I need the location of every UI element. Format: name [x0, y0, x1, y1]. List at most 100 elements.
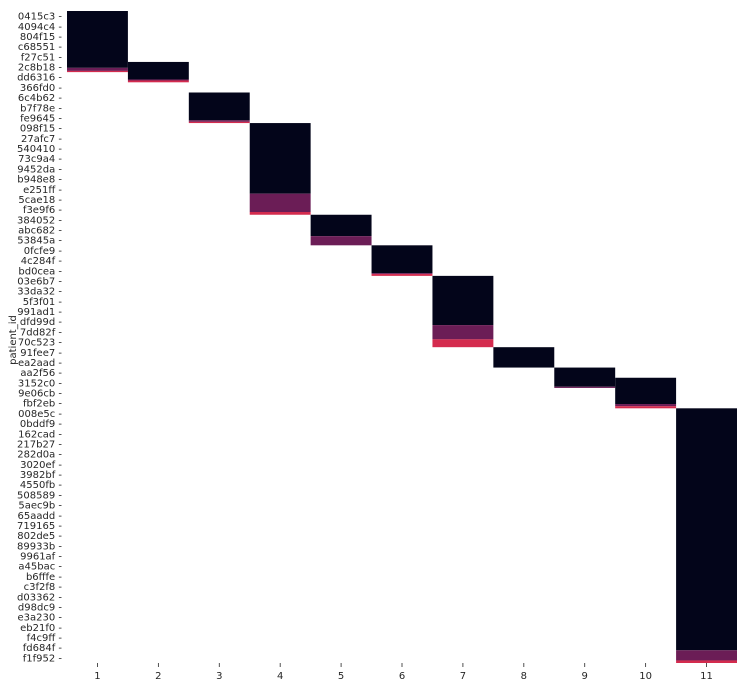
y-tick-label: eb21f0 -: [20, 623, 62, 634]
heatmap-cell-1-mid: [67, 67, 128, 71]
y-tick-label: b6fffe -: [26, 572, 62, 583]
y-tick-label: aa2f56 -: [20, 368, 62, 379]
y-tick-label: 5f3f01 -: [23, 297, 63, 308]
y-tick-label: 91fee7 -: [20, 348, 62, 359]
y-tick-label: 7dd82f -: [20, 327, 62, 338]
y-tick-label: 282d0a -: [17, 450, 62, 461]
y-tick-label: ea2aad -: [18, 358, 62, 369]
x-tick-label: 2: [155, 671, 161, 682]
y-tick-label: 65aadd -: [18, 511, 63, 522]
y-tick-label: 5cae18 -: [18, 195, 62, 206]
y-tick-label: 4094c4 -: [18, 22, 62, 33]
x-tick-label: 8: [521, 671, 527, 682]
heatmap-cell-4-dark: [249, 123, 311, 194]
x-tick-label: 5: [338, 671, 344, 682]
y-tick-label: 804f15 -: [20, 32, 63, 43]
y-tick-label: 0fcfe9 -: [24, 246, 63, 257]
y-tick-label: b7f78e -: [20, 103, 62, 114]
y-tick-label: 540410 -: [17, 144, 62, 155]
heatmap-cell-1-high: [67, 70, 128, 73]
y-tick-label: 008e5c -: [18, 409, 62, 420]
y-tick-label: 9961af -: [20, 552, 62, 563]
heatmap-cell-10-mid: [615, 404, 677, 407]
heatmap-cell-2-mid: [127, 79, 189, 81]
y-tick-label: fd684f -: [23, 643, 63, 654]
y-tick-label: bd0cea -: [18, 266, 62, 277]
heatmap-cell-9-dark: [554, 367, 616, 387]
heatmap-cell-11-dark: [676, 408, 737, 651]
heatmap-cell-9-mid: [554, 386, 616, 388]
y-tick-label: 991ad1 -: [17, 307, 62, 318]
y-tick-label: 70c523 -: [18, 338, 62, 349]
y-tick-label: c68551 -: [18, 42, 62, 53]
y-tick-label: 384052 -: [17, 215, 62, 226]
heatmap-cell-6-dark: [371, 245, 433, 274]
y-tick-label: f27c51 -: [21, 52, 63, 63]
heatmap-cell-3-dark: [188, 92, 250, 121]
heatmap-cell-3-high: [188, 121, 250, 124]
heatmap-cell-1-dark: [67, 11, 128, 68]
y-tick-label: 4c284f -: [21, 256, 63, 267]
y-tick-label: 162cad -: [18, 429, 62, 440]
y-tick-label: 03e6b7 -: [17, 276, 62, 287]
heatmap-cell-8-dark: [493, 347, 555, 368]
x-tick-label: 10: [639, 671, 652, 682]
y-tick-label: f3e9f6 -: [23, 205, 62, 216]
y-tick-label: c3f2f8 -: [24, 582, 63, 593]
y-tick-label: 5aec9b -: [18, 501, 62, 512]
heatmap-cell-7-high: [432, 339, 494, 348]
heatmap-cell-2-dark: [127, 61, 189, 80]
heatmap-cell-11-high: [676, 660, 737, 663]
x-tick-label: 9: [582, 671, 588, 682]
y-tick-label: 2c8b18 -: [18, 63, 62, 74]
y-tick-label: d98dc9 -: [18, 602, 62, 613]
heatmap-cells: [67, 11, 737, 663]
y-tick-label: 802de5 -: [17, 531, 62, 542]
heatmap-cell-4-high: [249, 211, 311, 215]
y-tick-label: 73c9a4 -: [18, 154, 62, 165]
y-tick-label: b948e8 -: [17, 175, 62, 186]
heatmap-cell-2-high: [127, 80, 189, 83]
y-tick-label: 89933b -: [17, 541, 62, 552]
y-tick-label: 3152c0 -: [18, 378, 62, 389]
y-tick-label: 9e06cb -: [18, 389, 62, 400]
heatmap-cell-11-mid: [676, 650, 737, 661]
y-tick-label: 53845a -: [17, 236, 62, 247]
y-tick-label: fe9645 -: [20, 113, 62, 124]
y-tick-label: d03362 -: [17, 592, 62, 603]
x-tick-label: 7: [460, 671, 466, 682]
y-tick-label: 6c4b62 -: [18, 93, 62, 104]
heatmap-cell-6-high: [371, 274, 433, 276]
x-axis-ticks: 1 2 3 4 5 6 7 8 9 10 11: [94, 663, 713, 682]
y-axis-ticks: 0415c3 -4094c4 -804f15 -c68551 -f27c51 -…: [17, 12, 62, 665]
y-tick-label: abc682 -: [18, 226, 62, 237]
y-tick-label: 4550fb -: [20, 480, 62, 491]
y-tick-label: 27afc7 -: [21, 134, 62, 145]
y-tick-label: e3a230 -: [17, 613, 62, 624]
y-tick-label: a45bac -: [18, 562, 62, 573]
y-tick-label: fbf2eb -: [23, 399, 62, 410]
y-tick-label: f1f952 -: [23, 653, 63, 664]
y-tick-label: dd6316 -: [17, 73, 62, 84]
y-tick-label: 098f15 -: [20, 124, 63, 135]
y-tick-label: 217b27 -: [17, 439, 62, 450]
heatmap-cell-10-high: [615, 406, 677, 409]
y-tick-label: 3982bf -: [20, 470, 62, 481]
heatmap-cell-10-dark: [615, 377, 677, 405]
heatmap-cell-5-dark: [310, 214, 372, 237]
heatmap-cell-4-mid: [249, 193, 311, 212]
x-tick-label: 1: [94, 671, 100, 682]
y-tick-label: 9452da -: [17, 164, 62, 175]
y-axis-label: patient_id: [8, 315, 19, 365]
y-tick-label: f4c9ff -: [27, 633, 63, 644]
y-tick-label: 3020ef -: [20, 460, 62, 471]
y-tick-label: 33da32 -: [17, 287, 62, 298]
heatmap-cell-5-mid: [310, 236, 372, 246]
y-tick-label: e251ff -: [23, 185, 62, 196]
x-tick-label: 3: [216, 671, 222, 682]
y-tick-label: 719165 -: [17, 521, 62, 532]
heatmap-cell-6-mid: [371, 273, 433, 275]
y-tick-label: 366fd0 -: [20, 83, 62, 94]
heatmap-cell-7-mid: [432, 325, 494, 340]
